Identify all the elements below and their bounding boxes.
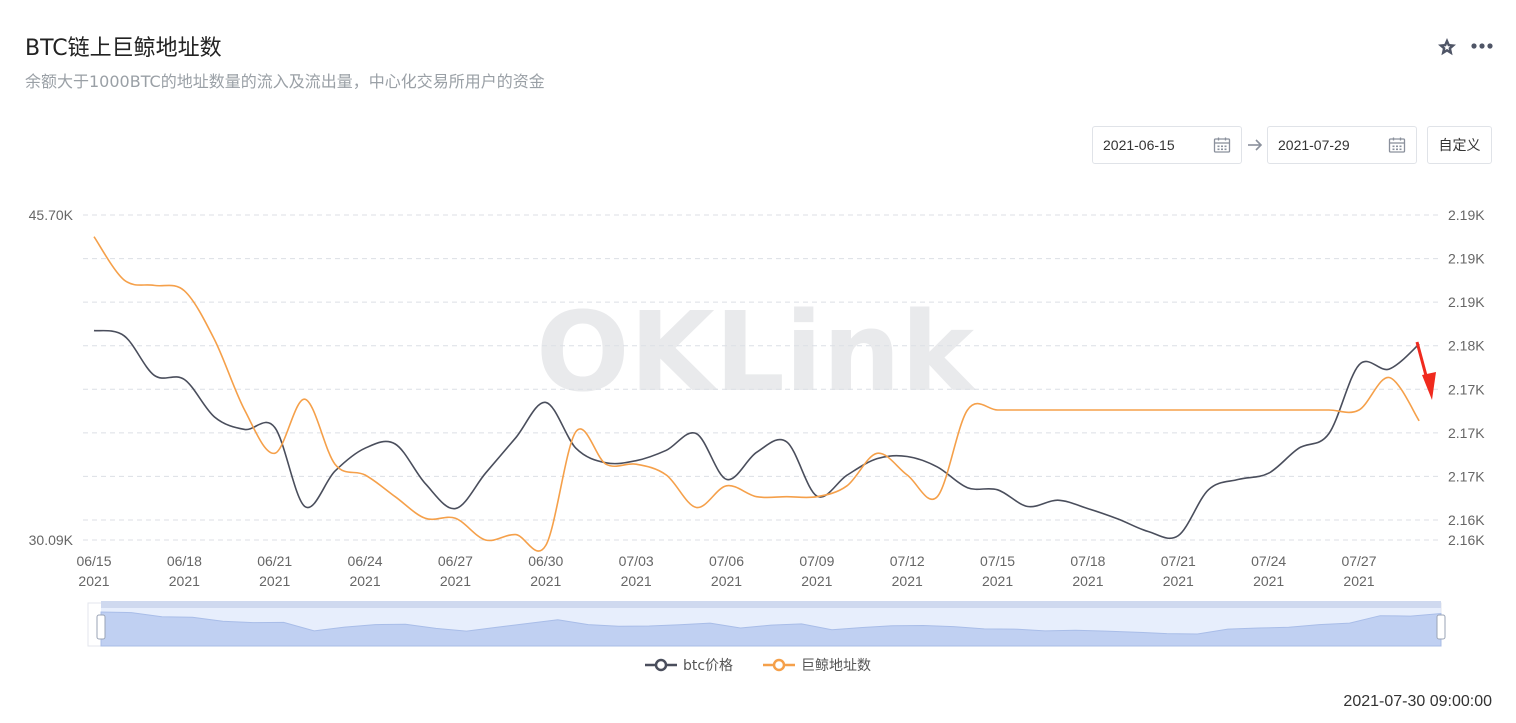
x-tick-label-year: 2021	[1163, 573, 1194, 589]
slider-left-handle[interactable]	[96, 614, 106, 640]
line-chart: OKLink 45.70K 30.09K 2.19K 2.19K 2.19K 2.18K…	[29, 207, 1485, 647]
watermark: OKLink	[536, 288, 977, 416]
grid-lines	[83, 214, 1438, 541]
calendar-icon	[1213, 137, 1231, 153]
x-tick-label-year: 2021	[1343, 573, 1374, 589]
series-line-btc-price	[93, 329, 1420, 540]
x-tick-label-date: 06/15	[76, 553, 111, 569]
legend: btc价格 巨鲸地址数	[0, 655, 1516, 675]
y-axis-right: 2.19K 2.19K 2.19K 2.18K 2.17K 2.17K 2.17K 2.16K…	[1448, 207, 1485, 548]
start-date-value: 2021-06-15	[1103, 137, 1175, 153]
y-right-tick-label: 2.16K	[1448, 532, 1485, 548]
y-left-tick-label: 45.70K	[29, 207, 74, 223]
end-date-input[interactable]: 2021-07-29	[1267, 126, 1417, 164]
start-date-input[interactable]: 2021-06-15	[1092, 126, 1242, 164]
x-tick-label-date: 06/18	[167, 553, 202, 569]
x-tick-label-year: 2021	[621, 573, 652, 589]
arrow-right-icon	[1248, 139, 1263, 151]
y-right-tick-label: 2.18K	[1448, 338, 1485, 354]
x-tick-label-year: 2021	[801, 573, 832, 589]
custom-range-button[interactable]: 自定义	[1427, 126, 1492, 164]
y-right-tick-label: 2.16K	[1448, 512, 1485, 528]
legend-label-btc-price: btc价格	[682, 658, 734, 674]
x-tick-label-date: 07/03	[619, 553, 654, 569]
x-tick-label-date: 06/27	[438, 553, 473, 569]
x-tick-label-year: 2021	[1253, 573, 1284, 589]
star-icon[interactable]	[1436, 36, 1458, 58]
legend-item-whale-addresses[interactable]: 巨鲸地址数	[763, 655, 871, 675]
y-right-tick-label: 2.17K	[1448, 425, 1485, 441]
x-tick-label-year: 2021	[1072, 573, 1103, 589]
y-axis-left: 45.70K 30.09K	[29, 207, 74, 548]
x-tick-label-year: 2021	[892, 573, 923, 589]
series-lines	[93, 236, 1420, 552]
series-line-whale-addresses	[93, 236, 1420, 552]
y-right-tick-label: 2.19K	[1448, 251, 1485, 267]
x-tick-label-date: 07/21	[1161, 553, 1196, 569]
legend-item-btc-price[interactable]: btc价格	[644, 655, 734, 675]
x-axis: 06/15 2021 06/18 2021 06/21 2021 06/24 2021 06/2…	[76, 553, 1376, 589]
legend-swatch-btc-price	[644, 658, 677, 672]
x-tick-label-date: 07/24	[1251, 553, 1286, 569]
x-tick-label-date: 07/09	[799, 553, 834, 569]
x-tick-label-year: 2021	[711, 573, 742, 589]
end-date-value: 2021-07-29	[1278, 137, 1350, 153]
y-right-tick-label: 2.17K	[1448, 381, 1485, 397]
x-tick-label-date: 07/18	[1070, 553, 1105, 569]
x-tick-label-date: 06/24	[348, 553, 383, 569]
page-title: BTC链上巨鲸地址数	[25, 36, 222, 61]
data-zoom-slider[interactable]	[87, 601, 1446, 647]
x-tick-label-date: 07/06	[709, 553, 744, 569]
x-tick-label-year: 2021	[440, 573, 471, 589]
legend-swatch-whale-addresses	[763, 658, 796, 672]
y-right-tick-label: 2.19K	[1448, 207, 1485, 223]
calendar-icon	[1388, 137, 1406, 153]
more-icon[interactable]	[1470, 36, 1494, 56]
x-tick-label-date: 07/12	[890, 553, 925, 569]
x-tick-label-year: 2021	[982, 573, 1013, 589]
slider-right-handle[interactable]	[1436, 614, 1446, 640]
x-tick-label-year: 2021	[259, 573, 290, 589]
x-tick-label-date: 06/30	[528, 553, 563, 569]
y-right-tick-label: 2.17K	[1448, 468, 1485, 484]
x-tick-label-date: 07/27	[1341, 553, 1376, 569]
y-right-tick-label: 2.19K	[1448, 294, 1485, 310]
x-tick-label-year: 2021	[530, 573, 561, 589]
y-left-tick-label: 30.09K	[29, 532, 74, 548]
page-subtitle: 余额大于1000BTC的地址数量的流入及流出量，中心化交易所用户的资金	[25, 72, 545, 91]
slider-drag-bar[interactable]	[101, 601, 1441, 608]
slider-preview-line	[100, 611, 1442, 647]
legend-label-whale-addresses: 巨鲸地址数	[801, 658, 872, 674]
x-tick-label-date: 06/21	[257, 553, 292, 569]
x-tick-label-date: 07/15	[980, 553, 1015, 569]
x-tick-label-year: 2021	[169, 573, 200, 589]
x-tick-label-year: 2021	[78, 573, 109, 589]
x-tick-label-year: 2021	[349, 573, 380, 589]
annotation-arrow	[1415, 341, 1436, 400]
data-timestamp: 2021-07-30 09:00:00	[1343, 693, 1492, 710]
